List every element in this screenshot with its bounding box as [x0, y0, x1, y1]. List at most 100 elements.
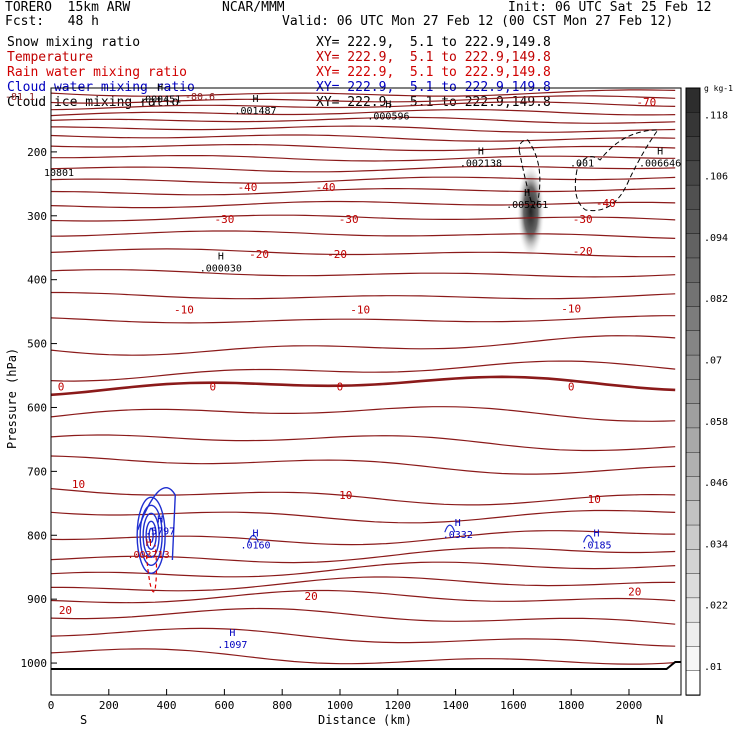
colorbar-segment — [685, 257, 701, 283]
isotherm-line — [50, 248, 676, 258]
isotherm-label: 0 — [58, 380, 65, 393]
colorbar-tick-label: .094 — [704, 233, 728, 244]
isotherm-line — [50, 315, 676, 324]
maximum-marker: H — [229, 628, 235, 639]
colorbar-segment — [685, 476, 701, 502]
colorbar-tick-label: .118 — [704, 110, 728, 121]
isotherm-label: -30 — [214, 213, 234, 226]
maximum-marker: H — [157, 514, 163, 525]
colorbar-segment — [685, 209, 701, 235]
colorbar-unit: g kg-1 — [704, 84, 733, 93]
field-name: Rain water mixing ratio — [7, 65, 188, 80]
colorbar-frame — [685, 87, 701, 696]
isotherm-line — [51, 155, 676, 162]
colorbar-segment — [685, 354, 701, 381]
isotherm-line — [50, 187, 676, 196]
maximum-marker: H — [252, 94, 258, 105]
isotherm-line — [51, 125, 676, 133]
colorbar-segment — [685, 160, 701, 186]
isotherm-label: -20 — [249, 248, 269, 261]
x-tick-label: 600 — [214, 699, 234, 712]
maximum-marker: H — [455, 518, 461, 529]
colorbar-segment — [685, 621, 701, 648]
isotherm-label: -70 — [636, 96, 656, 109]
isotherm-line — [50, 589, 676, 604]
snow-contour — [574, 129, 659, 212]
isotherm-label: 20 — [59, 604, 72, 617]
isotherm-label: 20 — [628, 585, 641, 598]
maximum-marker: H — [594, 528, 600, 539]
isotherm-label: -30 — [573, 213, 593, 226]
x-tick-label: 1200 — [385, 699, 412, 712]
x-tick-label: 400 — [157, 699, 177, 712]
field-xy: XY= 222.9, 5.1 to 222.9,149.8 — [316, 50, 551, 65]
colorbar-tick-label: .01 — [704, 662, 722, 673]
maximum-value: .005261 — [506, 200, 548, 211]
isotherm-line — [50, 561, 676, 578]
isotherm-line — [50, 530, 676, 546]
colorbar-segment — [685, 524, 701, 551]
cloud-water-contour — [582, 534, 595, 543]
isotherm-line — [50, 165, 676, 173]
maximum-marker: H — [385, 100, 391, 111]
isotherm-label: 20 — [304, 590, 317, 603]
isotherm-line — [50, 101, 676, 111]
isotherm-label: -20 — [327, 248, 347, 261]
isotherm-line — [50, 89, 676, 97]
colorbar-tick-label: .034 — [704, 539, 728, 550]
y-tick-label: 400 — [27, 274, 47, 287]
forecast-hour: Fcst: 48 h — [5, 14, 99, 29]
y-tick-label: 300 — [27, 210, 47, 223]
x-tick-label: 200 — [99, 699, 119, 712]
isotherm-line — [50, 607, 676, 625]
isotherm-label: -80.6 — [185, 92, 215, 103]
colorbar-tick-label: .106 — [704, 172, 728, 183]
isotherm-line — [50, 269, 676, 278]
isotherm-line — [50, 200, 676, 209]
colorbar-segment — [685, 184, 701, 211]
field-name: Snow mixing ratio — [7, 35, 141, 50]
isotherm-line — [50, 547, 676, 564]
isotherm-line — [50, 406, 676, 422]
maximum-marker: H — [524, 188, 530, 199]
colorbar-segment — [685, 403, 701, 429]
colorbar-segment — [685, 597, 701, 623]
isotherm-line — [50, 648, 676, 665]
cloud-water-contour — [137, 487, 176, 561]
cloud-water-contour — [247, 534, 259, 543]
x-tick-label: 1400 — [442, 699, 469, 712]
maximum-value: .000451 — [139, 94, 181, 105]
maximum-value: .000030 — [200, 264, 242, 275]
colorbar-segment — [685, 112, 701, 138]
y-tick-label: 1000 — [21, 657, 48, 670]
isotherm-line — [50, 627, 676, 647]
maximum-value: .0185 — [581, 540, 611, 551]
maximum-value: .006646 — [639, 158, 681, 169]
isotherm-label: 10 — [72, 478, 85, 491]
isotherm-label: -81.1 — [5, 92, 35, 103]
isotherm-line — [50, 144, 676, 152]
colorbar-segment — [685, 427, 701, 453]
isotherm-line — [50, 375, 676, 397]
maximum-marker: H — [478, 146, 484, 157]
x-axis-label: Distance (km) — [318, 713, 412, 727]
rain-water-contour — [145, 544, 158, 593]
x-tick-label: 2000 — [616, 699, 643, 712]
colorbar-segment — [685, 670, 701, 696]
y-tick-label: 500 — [27, 338, 47, 351]
colorbar-segment — [685, 136, 701, 162]
cloud-ice-shading — [516, 167, 545, 264]
y-tick-label: 900 — [27, 593, 47, 606]
maximum-value: .001 — [570, 158, 594, 169]
isotherm-label: 10 — [339, 489, 352, 502]
isotherm-label: 0 — [337, 380, 344, 393]
x-start-label: S — [80, 713, 88, 727]
x-tick-label: 1800 — [558, 699, 585, 712]
x-end-label: N — [656, 713, 664, 727]
field-xy: XY= 222.9, 5.1 to 222.9,149.8 — [316, 35, 551, 50]
isotherm-line — [51, 291, 676, 300]
isotherm-line — [50, 214, 676, 222]
colorbar-tick-label: .07 — [704, 356, 722, 367]
cloud-water-contour — [136, 496, 166, 574]
